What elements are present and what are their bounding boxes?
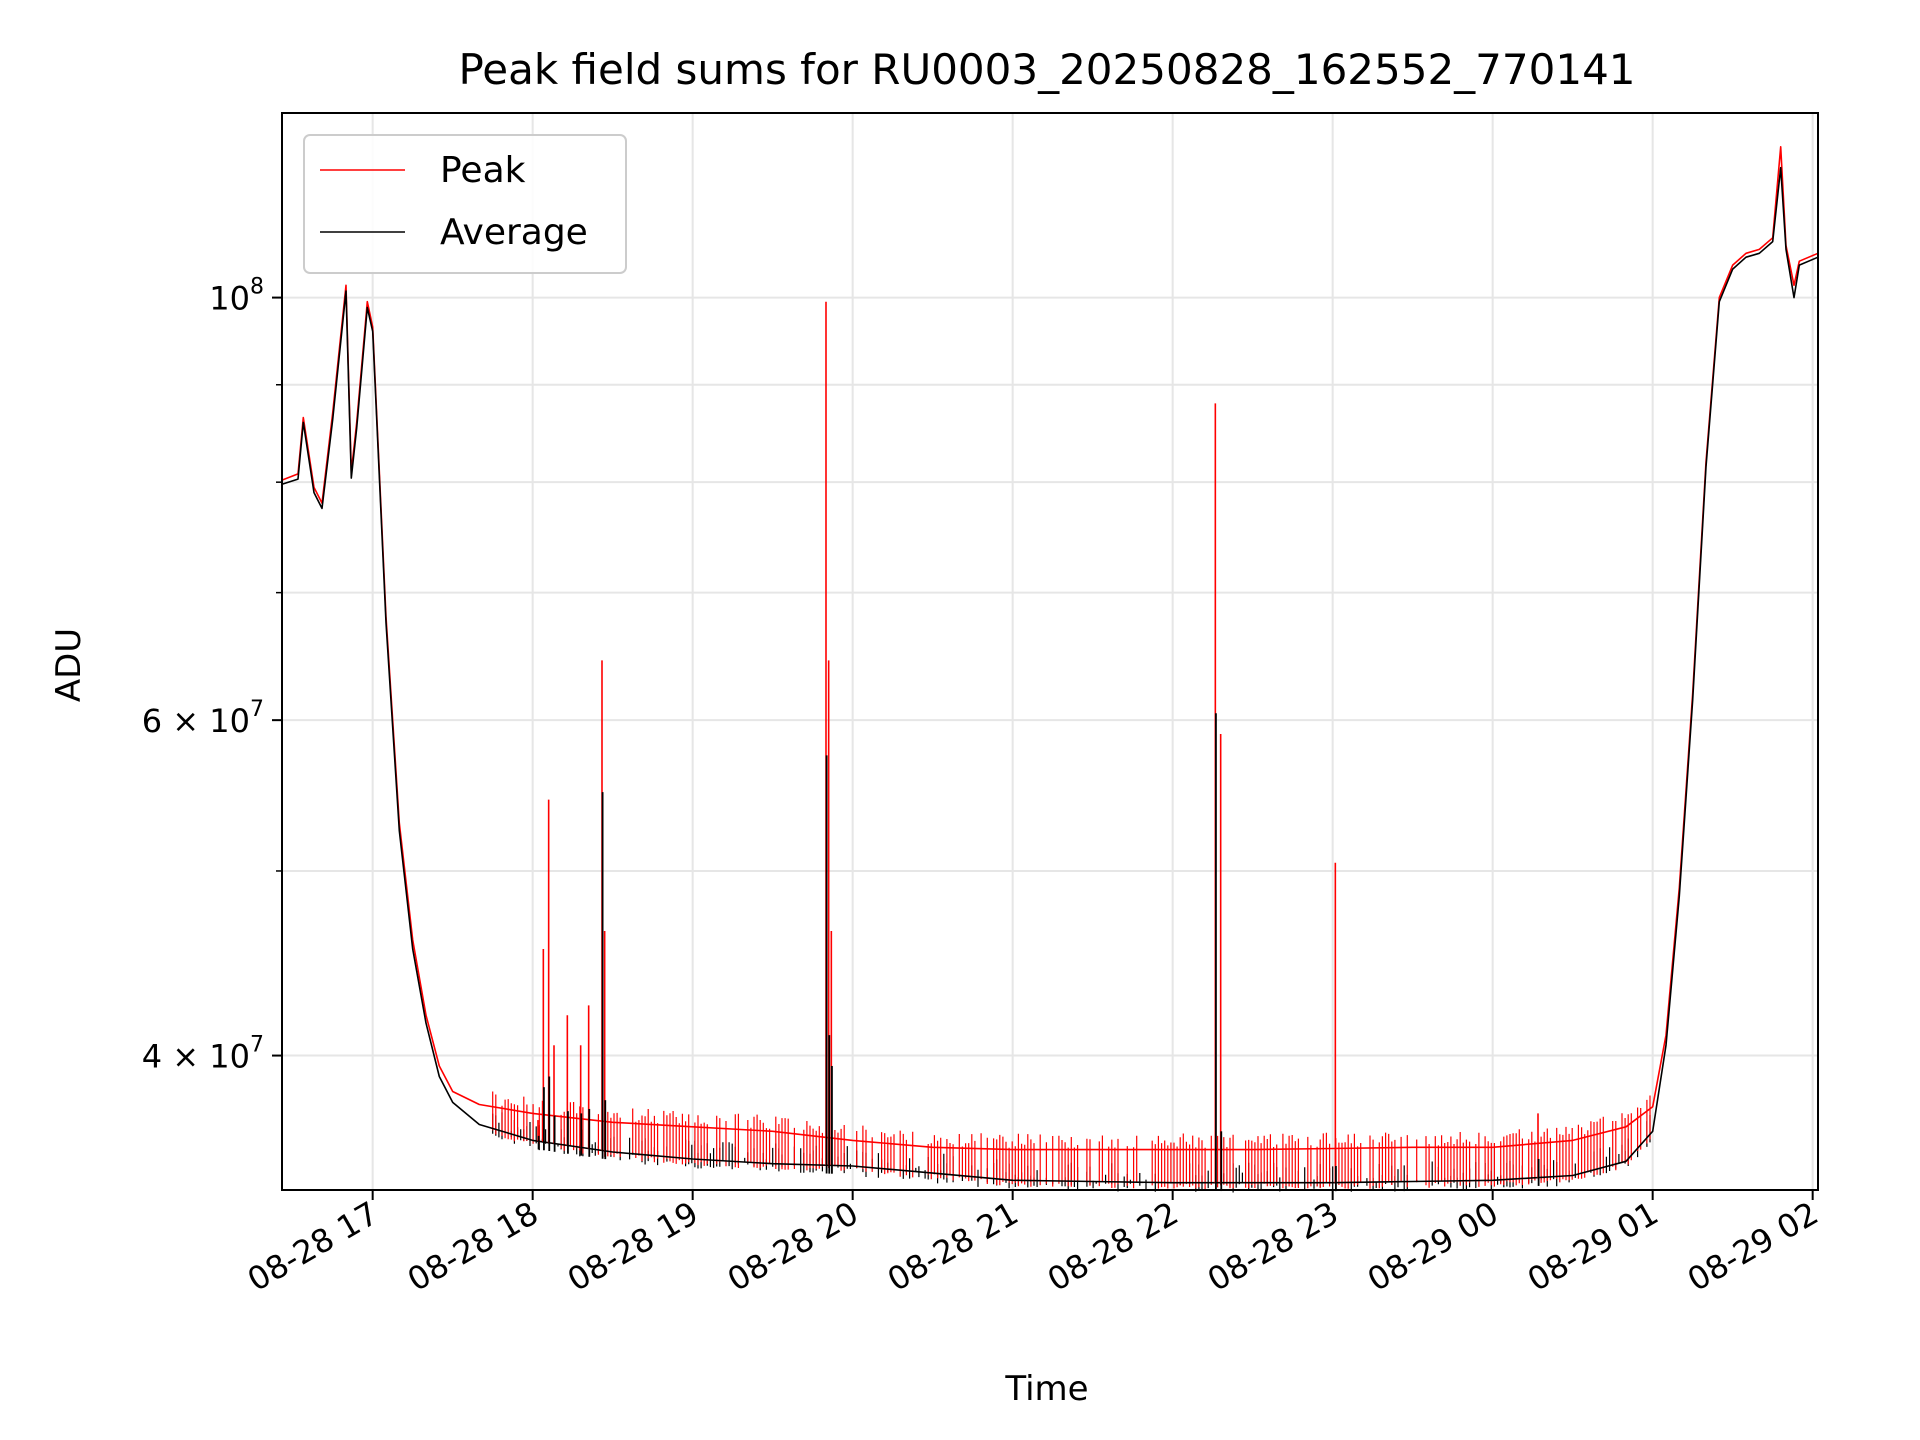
y-tick-label: 4 × 107 bbox=[142, 1033, 264, 1076]
peak-noise-path bbox=[492, 1091, 1651, 1190]
peak-noise bbox=[492, 1091, 1651, 1190]
series bbox=[281, 146, 1819, 1184]
grid bbox=[282, 113, 1818, 1190]
y-axis-ticks: 4 × 107 6 × 107 108 bbox=[142, 275, 282, 1076]
legend: Peak Average bbox=[303, 134, 627, 274]
y-axis-label: ADU bbox=[49, 628, 89, 702]
spikes bbox=[537, 301, 1540, 1192]
chart-title: Peak field sums for RU0003_20250828_1625… bbox=[458, 45, 1635, 94]
legend-label-average: Average bbox=[440, 212, 588, 253]
y-tick-label: 108 bbox=[209, 275, 264, 318]
series-line-average bbox=[281, 166, 1819, 1184]
y-tick-label: 6 × 107 bbox=[142, 697, 264, 740]
legend-label-peak: Peak bbox=[440, 150, 526, 191]
plot-frame bbox=[281, 112, 1819, 1191]
x-axis-label: Time bbox=[1004, 1369, 1088, 1409]
